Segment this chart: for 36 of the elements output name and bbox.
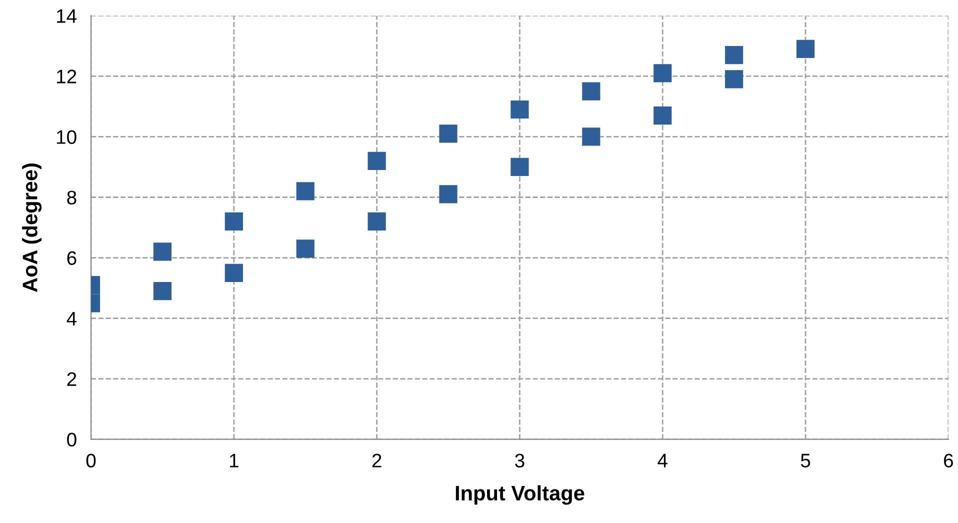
point bbox=[582, 128, 600, 146]
y-tick-label: 8 bbox=[67, 190, 76, 204]
point bbox=[296, 182, 314, 200]
y-axis-title: AoA (degree) bbox=[22, 164, 42, 292]
x-tick-label: 1 bbox=[230, 454, 238, 468]
y-tick-label: 0 bbox=[67, 432, 76, 447]
y-tick-label: 6 bbox=[67, 251, 76, 265]
x-tick-label: 0 bbox=[86, 454, 96, 468]
point bbox=[725, 46, 744, 64]
point bbox=[725, 70, 744, 88]
point bbox=[796, 40, 815, 58]
point bbox=[368, 212, 386, 231]
point bbox=[439, 124, 458, 143]
point bbox=[510, 100, 529, 119]
y-tick-label: 4 bbox=[66, 312, 77, 326]
x-tick-label: 6 bbox=[944, 454, 953, 468]
point bbox=[153, 242, 172, 261]
point bbox=[368, 152, 386, 170]
point bbox=[153, 282, 172, 300]
y-tick-label: 2 bbox=[67, 372, 76, 386]
point bbox=[510, 158, 529, 176]
point bbox=[654, 106, 672, 125]
x-tick-label: 5 bbox=[800, 454, 810, 468]
point bbox=[654, 64, 672, 82]
point bbox=[224, 212, 243, 231]
x-axis-title: Input Voltage bbox=[456, 485, 584, 505]
y-tick-label: 14 bbox=[56, 9, 77, 23]
point bbox=[296, 240, 314, 258]
x-tick-label: 2 bbox=[372, 454, 382, 468]
x-tick-label: 4 bbox=[658, 454, 668, 468]
point bbox=[582, 82, 600, 100]
y-tick-label: 10 bbox=[56, 130, 76, 144]
point bbox=[224, 264, 243, 282]
x-tick-label: 3 bbox=[515, 454, 524, 468]
point bbox=[439, 185, 458, 204]
y-tick-label: 12 bbox=[56, 70, 76, 84]
